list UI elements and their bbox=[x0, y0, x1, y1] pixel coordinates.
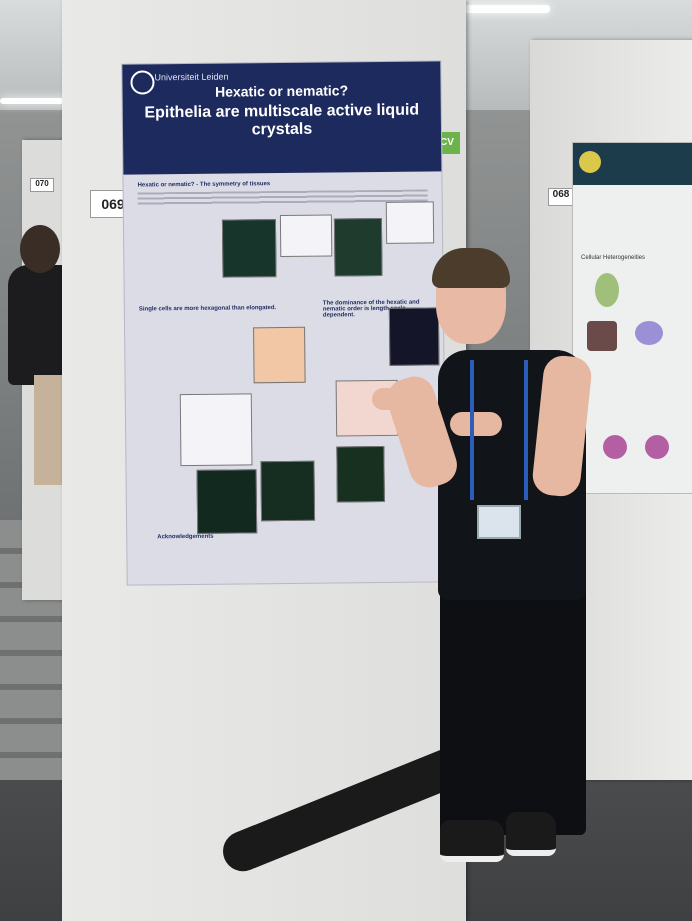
ceiling-light bbox=[0, 98, 70, 104]
poster-figure bbox=[179, 393, 253, 467]
poster-figure bbox=[336, 445, 385, 503]
presenter-pants bbox=[440, 585, 586, 835]
neighbor-poster: Cellular Heterogeneities bbox=[572, 142, 692, 494]
presenter-left-shoe bbox=[440, 820, 504, 862]
university-name: Universiteit Leiden bbox=[154, 71, 229, 83]
poster-figure bbox=[388, 307, 440, 366]
name-badge bbox=[477, 505, 521, 539]
neighbor-poster-figure bbox=[635, 321, 663, 345]
neighbor-poster-figure bbox=[595, 273, 619, 307]
poster-header: Universiteit Leiden Hexatic or nematic? … bbox=[122, 61, 442, 175]
presenter-pointing-hand bbox=[372, 388, 418, 410]
neighbor-poster-logo bbox=[579, 151, 601, 173]
poster-figure bbox=[333, 217, 383, 277]
visitor-head bbox=[20, 225, 60, 273]
poster-figure bbox=[196, 469, 258, 534]
neighbor-poster-figure bbox=[587, 321, 617, 351]
board-number-tag: 070 bbox=[30, 178, 54, 192]
poster-figure bbox=[260, 460, 316, 522]
poster-subtitle: Epithelia are multiscale active liquid c… bbox=[144, 101, 420, 139]
poster-figure bbox=[279, 214, 333, 258]
ceiling-light bbox=[440, 5, 550, 13]
neighbor-poster-section: Cellular Heterogeneities bbox=[581, 255, 646, 261]
poster-title: Hexatic or nematic? bbox=[214, 82, 349, 100]
poster-body-text bbox=[137, 189, 428, 207]
neighbor-poster-header bbox=[573, 143, 692, 185]
neighbor-poster-figure bbox=[603, 435, 627, 459]
research-poster: Universiteit Leiden Hexatic or nematic? … bbox=[121, 60, 447, 586]
poster-figure bbox=[221, 219, 277, 278]
poster-section-heading: Acknowledgements bbox=[157, 533, 214, 541]
presenter-right-shoe bbox=[506, 812, 556, 856]
board-number-tag: 068 bbox=[548, 188, 574, 206]
presenter-pointing-hand bbox=[450, 412, 502, 436]
poster-section-heading: Single cells are more hexagonal than elo… bbox=[138, 305, 277, 313]
poster-section-heading: Hexatic or nematic? - The symmetry of ti… bbox=[137, 181, 271, 189]
poster-figure bbox=[253, 326, 306, 384]
lanyard bbox=[470, 360, 528, 500]
neighbor-poster-figure bbox=[645, 435, 669, 459]
poster-figure bbox=[385, 201, 435, 244]
presenter-hair bbox=[432, 248, 510, 288]
